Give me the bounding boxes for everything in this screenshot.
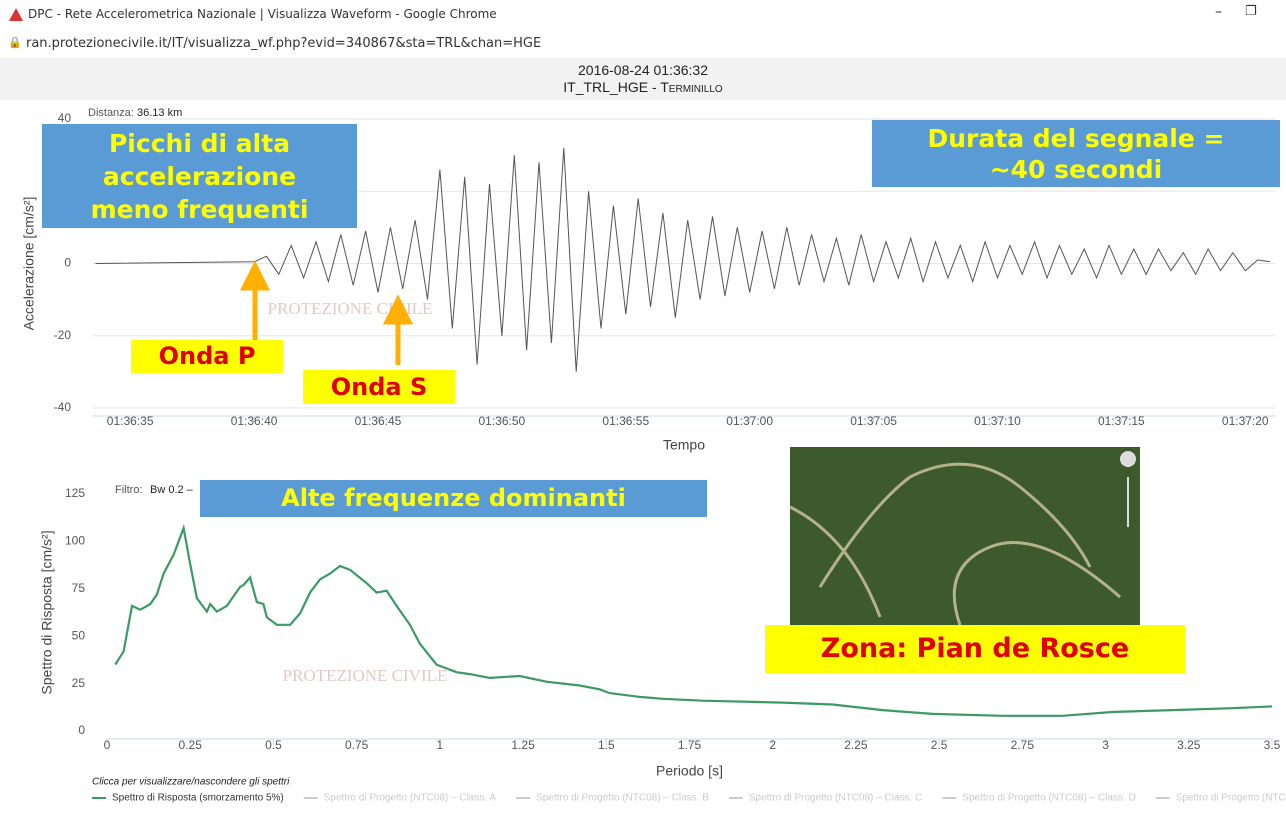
y-tick-label: 75 xyxy=(72,581,86,595)
distance-value: 36.13 km xyxy=(137,107,182,119)
x-tick-label: 0 xyxy=(104,738,111,752)
y-tick-label: -40 xyxy=(54,400,72,414)
x-tick-label: 1.25 xyxy=(511,738,535,752)
x-tick-label: 3.5 xyxy=(1264,738,1281,752)
y-tick-label: 0 xyxy=(64,256,71,270)
legend-item[interactable]: Spettro di Progetto (NTC08) – Class. D xyxy=(942,793,1135,804)
legend-label: Spettro di Progetto (NTC08) – Class. C xyxy=(749,793,922,804)
watermark: PROTEZIONE CIVILE xyxy=(268,299,433,318)
annotation-line: ~40 secondi xyxy=(872,154,1280,185)
legend-item[interactable]: Spettro di Progetto (NTC08) – Class. C xyxy=(729,793,922,804)
x-tick-label: 01:36:55 xyxy=(602,414,649,428)
x-tick-label: 0.75 xyxy=(345,738,369,752)
x-tick-label: 2.5 xyxy=(931,738,948,752)
legend-label: Spettro di Progetto (NTC08) – Class. A xyxy=(324,793,497,804)
x-axis-title: Periodo [s] xyxy=(656,763,723,779)
y-axis-title: Accelerazione [cm/s²] xyxy=(21,197,37,331)
filter-value: Bw 0.2 – xyxy=(150,484,194,496)
y-tick-label: 50 xyxy=(72,628,86,642)
x-tick-label: 1 xyxy=(437,738,444,752)
x-tick-label: 01:36:50 xyxy=(479,414,526,428)
annotation-line: accelerazione xyxy=(42,160,357,193)
annotation-line: Picchi di alta xyxy=(42,127,357,160)
legend-item[interactable]: Spettro di Risposta (smorzamento 5%) xyxy=(92,793,284,804)
y-tick-label: 100 xyxy=(65,534,85,548)
x-tick-label: 3 xyxy=(1102,738,1109,752)
y-tick-label: -20 xyxy=(54,328,72,342)
x-tick-label: 3.25 xyxy=(1177,738,1201,752)
x-axis-title: Tempo xyxy=(663,437,705,453)
x-tick-label: 01:37:00 xyxy=(726,414,773,428)
x-tick-label: 01:37:20 xyxy=(1222,414,1269,428)
legend-label: Spettro di Progetto (NTC08) – Class. D xyxy=(962,793,1135,804)
x-tick-label: 01:36:35 xyxy=(107,414,154,428)
legend-label: Spettro di Risposta (smorzamento 5%) xyxy=(112,793,284,804)
y-tick-label: 125 xyxy=(65,486,85,500)
screenshot: DPC - Rete Accelerometrica Nazionale | V… xyxy=(0,0,1286,821)
x-tick-label: 1.5 xyxy=(598,738,615,752)
legend-label: Spettro di Progetto (NTC08) – Class. E xyxy=(1176,793,1286,804)
x-tick-label: 01:37:15 xyxy=(1098,414,1145,428)
x-tick-label: 2.75 xyxy=(1011,738,1035,752)
x-tick-label: 0.25 xyxy=(179,738,203,752)
annotation-p-wave: Onda P xyxy=(131,340,283,373)
y-axis-title: Spettro di Risposta [cm/s²] xyxy=(39,530,55,694)
annotation-frequencies: Alte frequenze dominanti xyxy=(200,480,707,517)
x-tick-label: 01:37:10 xyxy=(974,414,1021,428)
legend-item[interactable]: Spettro di Progetto (NTC08) – Class. B xyxy=(516,793,709,804)
annotation-line: meno frequenti xyxy=(42,193,357,226)
legend-hint: Clicca per visualizzare/nascondere gli s… xyxy=(92,777,290,788)
filter-label: Filtro: xyxy=(115,484,143,496)
watermark: PROTEZIONE CIVILE xyxy=(283,666,448,685)
y-tick-label: 0 xyxy=(78,723,85,737)
annotation-line: Durata del segnale = xyxy=(872,123,1280,154)
map xyxy=(790,447,1140,625)
distance-label: Distanza: xyxy=(88,107,134,119)
map-roads xyxy=(790,447,1140,625)
x-tick-label: 0.5 xyxy=(265,738,282,752)
x-tick-label: 2 xyxy=(769,738,776,752)
x-tick-label: 01:36:40 xyxy=(231,414,278,428)
x-tick-label: 1.75 xyxy=(678,738,702,752)
legend-item[interactable]: Spettro di Progetto (NTC08) – Class. E xyxy=(1156,793,1286,804)
legend-item[interactable]: Spettro di Progetto (NTC08) – Class. A xyxy=(304,793,497,804)
x-tick-label: 01:36:45 xyxy=(355,414,402,428)
annotation-duration: Durata del segnale = ~40 secondi xyxy=(872,120,1280,187)
x-tick-label: 01:37:05 xyxy=(850,414,897,428)
x-tick-label: 2.25 xyxy=(844,738,868,752)
y-tick-label: 25 xyxy=(72,676,86,690)
annotation-zone: Zona: Pian de Rosce xyxy=(765,625,1185,673)
annotation-s-wave: Onda S xyxy=(303,370,455,404)
annotation-peaks: Picchi di alta accelerazione meno freque… xyxy=(42,124,357,228)
legend-label: Spettro di Progetto (NTC08) – Class. B xyxy=(536,793,709,804)
